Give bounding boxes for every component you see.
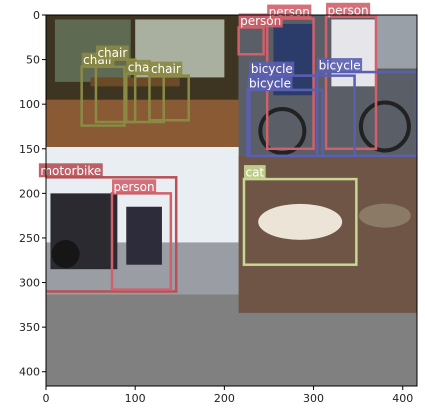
y-tick-label: 150 xyxy=(19,143,40,156)
motorbike-label: motorbike xyxy=(40,164,101,178)
chair-label-bg xyxy=(126,59,151,74)
y-tick-label: 350 xyxy=(19,321,40,334)
y-tick-label: 100 xyxy=(19,98,40,111)
person-label: person xyxy=(328,3,369,17)
y-tick-label: 400 xyxy=(19,366,40,379)
bicycle-label-bg xyxy=(249,61,295,76)
bicycle-label: bicycle xyxy=(249,76,291,90)
y-tick-label: 300 xyxy=(19,277,40,290)
y-tick-label: 250 xyxy=(19,232,40,245)
person-label-bg xyxy=(111,179,157,194)
chair-label-bg xyxy=(95,45,129,60)
person-label: person xyxy=(113,180,154,194)
x-tick-label: 300 xyxy=(303,392,324,405)
x-tick-label: 200 xyxy=(214,392,235,405)
y-tick-label: 0 xyxy=(33,9,40,22)
bicycle-label-bg xyxy=(317,58,363,73)
bicycle-box xyxy=(315,70,417,158)
person-label-bg xyxy=(326,2,371,17)
chair-box xyxy=(148,74,190,122)
x-tick-label: 100 xyxy=(125,392,146,405)
bicycle-label-bg xyxy=(247,75,293,90)
tile-cats xyxy=(238,155,417,313)
x-tick-label: 0 xyxy=(43,392,50,405)
chair-label: cha xyxy=(128,60,150,74)
person-label: person xyxy=(269,5,310,19)
motorbike-box xyxy=(46,176,178,293)
chair-label: chair xyxy=(97,46,127,60)
chair-label-bg xyxy=(149,61,183,76)
cat-box xyxy=(242,177,358,266)
plot-frame xyxy=(45,14,418,387)
tile-dining-room xyxy=(46,15,239,147)
cat-label-bg xyxy=(243,165,266,180)
chair-label: chair xyxy=(151,62,181,76)
bicycle-label: bicycle xyxy=(319,59,361,73)
bicycle-label: bicycle xyxy=(251,62,293,76)
y-tick-label: 50 xyxy=(26,54,40,67)
y-tick-label: 200 xyxy=(19,187,40,200)
x-tick-label: 400 xyxy=(392,392,413,405)
cat-label: cat xyxy=(245,166,264,180)
motorbike-label-bg xyxy=(38,163,103,178)
